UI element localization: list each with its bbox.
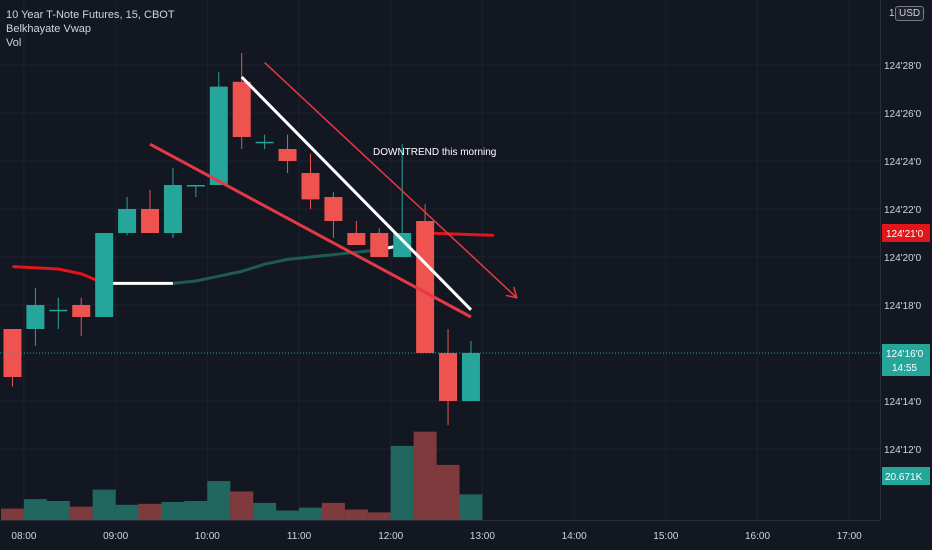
volume-bar <box>344 509 368 520</box>
candle-body <box>439 353 458 401</box>
candle-body <box>141 209 160 233</box>
symbol-title[interactable]: 10 Year T-Note Futures, 15, CBOT <box>6 9 175 21</box>
candle-body <box>301 173 320 200</box>
candle-body <box>324 197 343 221</box>
indicator-label[interactable]: Belkhayate Vwap <box>6 23 91 35</box>
price-tick-label: 124'14'0 <box>884 397 922 408</box>
volume-bar <box>161 501 185 520</box>
candle-body <box>393 233 412 257</box>
candle-body <box>370 233 389 257</box>
vwap-line-segment <box>425 231 494 237</box>
volume-bar <box>207 481 231 520</box>
candle-body <box>72 305 91 317</box>
volume-bar <box>92 489 116 520</box>
volume-indicator-label[interactable]: Vol <box>6 37 22 49</box>
price-tick-label: 124'22'0 <box>884 205 922 216</box>
currency-badge[interactable]: USD <box>895 6 925 21</box>
price-tick-label: 124'24'0 <box>884 157 922 168</box>
price-axis-top-digit: 1 <box>889 8 895 19</box>
chart-legend: 10 Year T-Note Futures, 15, CBOT Belkhay… <box>6 8 175 50</box>
last-price-tag <box>882 344 930 376</box>
volume-bar <box>390 445 414 520</box>
volume-bar <box>367 512 391 520</box>
price-tick-label: 124'20'0 <box>884 253 922 264</box>
time-tick-label: 11:00 <box>287 531 312 542</box>
trend-arrow <box>264 62 517 298</box>
volume-bar <box>23 499 47 520</box>
time-axis-background <box>0 520 932 550</box>
volume-bar <box>276 510 300 520</box>
volume-bar <box>115 504 139 520</box>
candle-body <box>278 149 297 161</box>
time-tick-label: 15:00 <box>653 531 678 542</box>
volume-tag-text: 20.671K <box>885 472 923 483</box>
price-tick-label: 124'18'0 <box>884 301 922 312</box>
candle-body <box>186 185 205 187</box>
time-tick-label: 14:00 <box>562 531 587 542</box>
price-tick-label: 124'26'0 <box>884 109 922 120</box>
candle-body <box>26 305 45 329</box>
volume-bar <box>459 494 483 520</box>
volume-bar <box>138 503 162 520</box>
volume-bar <box>436 464 460 520</box>
candle-body <box>209 86 228 185</box>
time-tick-label: 13:00 <box>470 531 495 542</box>
vwap-price-tag-text: 124'21'0 <box>886 229 924 240</box>
candle-body <box>255 141 274 144</box>
candle-body <box>163 185 182 233</box>
trend-line <box>149 142 472 319</box>
candle-body <box>95 233 114 317</box>
volume-bar <box>0 508 24 520</box>
price-axis-background <box>880 0 932 550</box>
price-tick-label: 124'12'0 <box>884 445 922 456</box>
time-tick-label: 08:00 <box>11 531 36 542</box>
time-tick-label: 10:00 <box>195 531 220 542</box>
volume-bar <box>230 491 254 520</box>
candle-body <box>461 353 480 401</box>
volume-bar <box>413 431 437 520</box>
time-tick-label: 17:00 <box>837 531 862 542</box>
time-tick-label: 12:00 <box>378 531 403 542</box>
price-tick-label: 124'28'0 <box>884 61 922 72</box>
candle-body <box>49 309 68 312</box>
candle-body <box>232 81 251 137</box>
last-price-tag-text: 124'16'0 <box>886 349 924 360</box>
volume-bar <box>184 501 208 520</box>
volume-bar <box>298 507 322 520</box>
volume-bar <box>69 506 93 520</box>
vwap-price-tag <box>882 224 930 242</box>
volume-bar <box>46 501 70 520</box>
volume-tag <box>882 467 930 485</box>
candle-body <box>416 221 435 353</box>
vwap-line-segment <box>172 248 380 285</box>
time-tick-label: 09:00 <box>103 531 128 542</box>
trend-line <box>240 75 473 311</box>
candle-body <box>347 233 366 245</box>
candle-body <box>118 209 137 233</box>
volume-bar <box>253 502 277 520</box>
time-tick-label: 16:00 <box>745 531 770 542</box>
volume-bar <box>321 502 345 520</box>
vwap-line-segment <box>12 265 105 285</box>
countdown-text: 14:55 <box>892 363 917 374</box>
annotation-text: DOWNTREND this morning <box>373 147 496 158</box>
